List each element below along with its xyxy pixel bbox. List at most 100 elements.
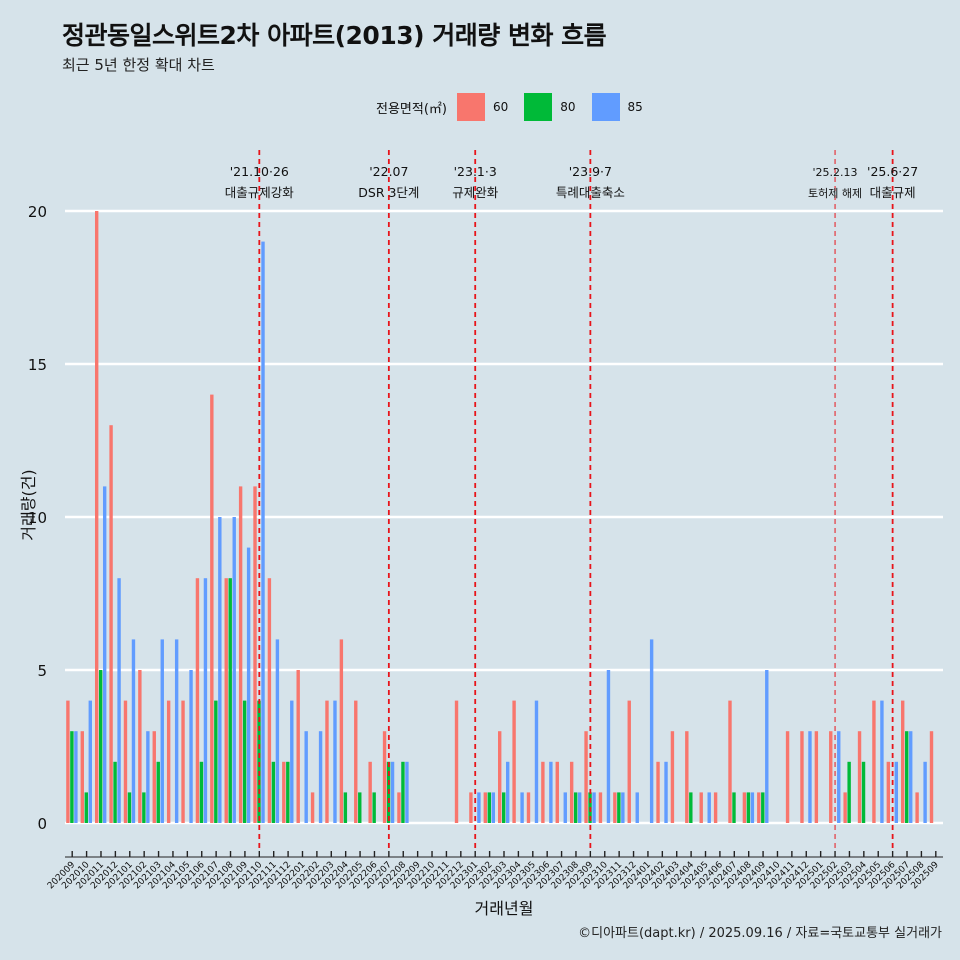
- y-tick-label: 5: [37, 662, 47, 680]
- bar-85-202508: [923, 761, 927, 823]
- bar-80-202303: [502, 792, 506, 823]
- bar-85-202107: [218, 517, 222, 823]
- bar-60-202308: [569, 761, 574, 823]
- bar-60-202411: [785, 731, 790, 823]
- legend-key-80: [524, 93, 553, 121]
- bar-60-202307: [555, 761, 559, 823]
- bar-60-202109: [238, 486, 243, 823]
- bar-60-202110: [253, 486, 257, 823]
- bar-60-202203: [325, 700, 329, 823]
- bar-85-202409: [765, 670, 769, 823]
- bar-85-202103: [160, 639, 164, 823]
- bar-60-202204: [339, 639, 344, 823]
- bar-85-202102: [146, 731, 150, 823]
- bar-60-202311: [613, 792, 617, 823]
- event-name-label: DSR 3단계: [358, 185, 419, 200]
- bar-60-202106: [195, 578, 200, 823]
- bar-85-202405: [707, 792, 711, 823]
- bar-60-202403: [670, 731, 675, 823]
- bar-80-202311: [617, 792, 621, 823]
- y-axis-title: 거래량(건): [19, 469, 38, 540]
- bar-80-202208: [401, 761, 405, 823]
- bar-60-202404: [685, 731, 689, 823]
- event-name-label: 규제완화: [452, 185, 499, 200]
- bar-60-202312: [627, 700, 631, 823]
- bar-80-202009: [70, 731, 74, 823]
- event-date-label: '22.07: [369, 164, 408, 179]
- bar-80-202010: [84, 792, 88, 823]
- bar-85-202506: [894, 761, 899, 823]
- bar-80-202108: [228, 578, 232, 823]
- bar-85-202104: [174, 639, 179, 823]
- event-date-label: '23.9·7: [569, 164, 612, 179]
- bar-60-202402: [656, 761, 660, 823]
- bar-85-202303: [505, 761, 510, 823]
- bar-60-202107: [210, 394, 214, 823]
- y-tick-label: 10: [28, 509, 47, 527]
- event-name-label: 특례대출축소: [556, 185, 625, 200]
- bar-80-202204: [343, 792, 348, 823]
- bar-60-202304: [512, 700, 516, 823]
- bar-60-202101: [123, 700, 128, 823]
- bar-60-202506: [886, 761, 891, 823]
- bar-85-202309: [592, 792, 596, 823]
- bar-60-202309: [584, 731, 588, 823]
- bar-80-202407: [732, 792, 736, 823]
- bar-85-202012: [117, 578, 121, 823]
- bar-85-202502: [837, 731, 841, 823]
- bar-60-202412: [800, 731, 804, 823]
- bar-60-202205: [354, 700, 358, 823]
- bar-80-202503: [847, 761, 851, 823]
- event-name-label: 대출규제강화: [225, 185, 295, 200]
- bar-60-202012: [109, 425, 113, 823]
- bar-60-202508: [915, 792, 919, 823]
- bar-85-202106: [203, 578, 208, 823]
- bar-60-202507: [901, 700, 905, 823]
- bar-80-202404: [689, 792, 693, 823]
- chart-title: 정관동일스위트2차 아파트(2013) 거래량 변화 흐름: [62, 21, 607, 50]
- bar-80-202111: [271, 761, 276, 823]
- bar-60-202206: [368, 761, 372, 823]
- bar-60-202103: [152, 731, 156, 823]
- bar-80-202110: [257, 700, 261, 823]
- bar-85-202108: [232, 517, 236, 823]
- bar-85-202202: [318, 731, 323, 823]
- bar-60-202406: [713, 792, 718, 823]
- bar-60-202108: [224, 578, 228, 823]
- bar-60-202505: [872, 700, 876, 823]
- bar-85-202302: [491, 792, 496, 823]
- bar-60-202102: [138, 670, 142, 823]
- bar-85-202101: [131, 639, 136, 823]
- legend-title: 전용면적(㎡): [376, 101, 447, 117]
- bar-60-202504: [857, 731, 862, 823]
- bar-60-202408: [742, 792, 747, 823]
- bar-60-202501: [814, 731, 819, 823]
- bar-60-202201: [296, 670, 300, 823]
- bar-85-202109: [246, 547, 251, 823]
- bar-85-202208: [405, 761, 409, 823]
- legend: 전용면적(㎡) 60 80 85: [376, 92, 659, 122]
- bar-85-202207: [390, 761, 395, 823]
- bar-80-202408: [746, 792, 751, 823]
- bar-85-202111: [275, 639, 280, 823]
- bar-80-202206: [372, 792, 376, 823]
- bar-80-202011: [98, 670, 103, 823]
- bar-60-202207: [382, 731, 387, 823]
- bar-85-202105: [189, 670, 193, 823]
- chart-subtitle: 최근 5년 한정 확대 차트: [62, 56, 215, 74]
- legend-label-60: 60: [492, 100, 509, 114]
- legend-key-85: [591, 93, 620, 121]
- bar-80-202205: [358, 792, 362, 823]
- bar-85-202307: [563, 792, 567, 823]
- bar-85-202305: [534, 700, 539, 823]
- bar-85-202311: [621, 792, 625, 823]
- bar-60-202502: [829, 731, 833, 823]
- y-tick-label: 0: [37, 815, 47, 833]
- bar-85-202408: [750, 792, 755, 823]
- bar-60-202011: [94, 211, 99, 823]
- bar-80-202302: [487, 792, 492, 823]
- legend-key-60: [456, 93, 485, 121]
- bar-80-202507: [905, 731, 909, 823]
- bar-80-202112: [286, 761, 290, 823]
- bar-60-202105: [181, 700, 185, 823]
